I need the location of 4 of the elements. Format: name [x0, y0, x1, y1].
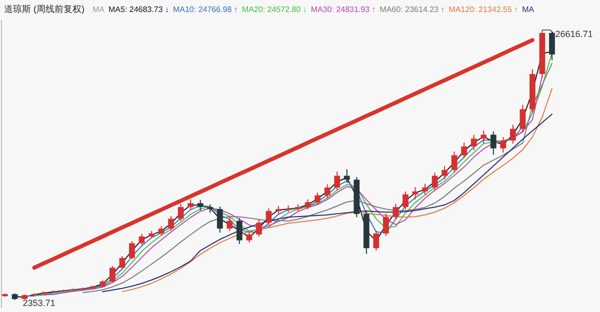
annotation: 2353.71 [22, 298, 56, 308]
series-names: MA MA5: 24683.73 ↓ MA10: 24766.98 ↑ MA20: 24572.80 ↓ MA30: 24831.93 ↑ MA60: 23614.23 ↑ MA120: 21342.55 ↑ MA [92, 5, 534, 14]
chart-title: 道琼斯 (周线前复权) [4, 4, 84, 14]
annotation: 26616.71 [555, 29, 593, 39]
